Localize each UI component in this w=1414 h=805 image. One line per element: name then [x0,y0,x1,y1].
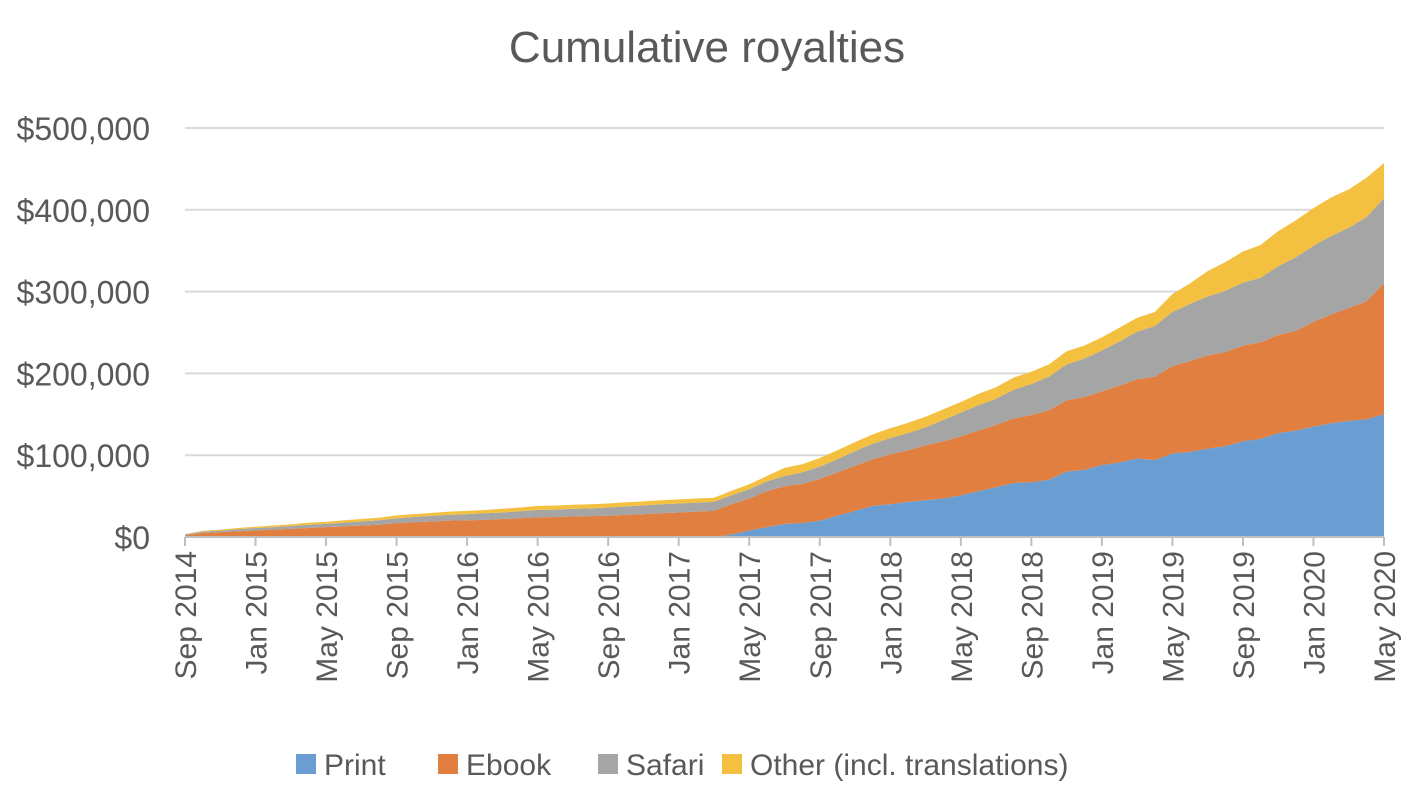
area-series-ebook [185,283,1384,537]
x-tick-label: Sep 2015 [382,551,415,679]
legend-swatch-print [296,754,316,774]
legend-swatch-safari [598,754,618,774]
x-tick-label: Sep 2018 [1016,551,1049,679]
y-tick-label: $0 [114,520,150,556]
y-tick-label: $100,000 [17,438,150,474]
x-tick-label: May 2019 [1157,551,1190,683]
x-tick-label: Jan 2015 [241,551,274,674]
area-series-print [185,414,1384,537]
x-tick-label: May 2016 [523,551,556,683]
axes [184,536,1385,546]
y-tick-label: $400,000 [17,193,150,229]
area-series-safari [185,198,1384,536]
legend-swatch-ebook [438,754,458,774]
legend-label-other-incl-translations: Other (incl. translations) [750,749,1068,782]
y-tick-label: $500,000 [17,111,150,147]
chart-title: Cumulative royalties [509,23,905,72]
x-tick-label: Sep 2017 [805,551,838,679]
legend: Print Ebook Safari Other (incl. translation… [296,749,1068,782]
x-tick-label: May 2015 [311,551,344,683]
y-axis-tick-labels: $0 $100,000 $200,000 $300,000 $400,000 $500,0… [17,111,150,556]
legend-label-safari: Safari [626,749,704,782]
legend-swatch-other-incl-translations [722,754,742,774]
x-tick-label: May 2018 [946,551,979,683]
x-tick-label: Sep 2016 [593,551,626,679]
x-tick-label: Jan 2019 [1087,551,1120,674]
y-tick-label: $200,000 [17,356,150,392]
legend-label-ebook: Ebook [466,749,552,782]
x-axis-tick-labels: Sep 2014 Jan 2015 May 2015 Sep 2015 Jan 2016… [170,551,1402,683]
legend-label-print: Print [324,749,386,782]
y-tick-label: $300,000 [17,275,150,311]
x-tick-label: Sep 2014 [170,551,203,679]
x-tick-label: May 2017 [734,551,767,683]
x-tick-label: Jan 2018 [875,551,908,674]
area-series-layer [185,163,1384,537]
x-tick-label: Jan 2016 [452,551,485,674]
x-tick-label: Jan 2017 [664,551,697,674]
x-tick-label: Jan 2020 [1298,551,1331,674]
x-tick-label: Sep 2019 [1228,551,1261,679]
x-tick-label: May 2020 [1369,551,1402,683]
